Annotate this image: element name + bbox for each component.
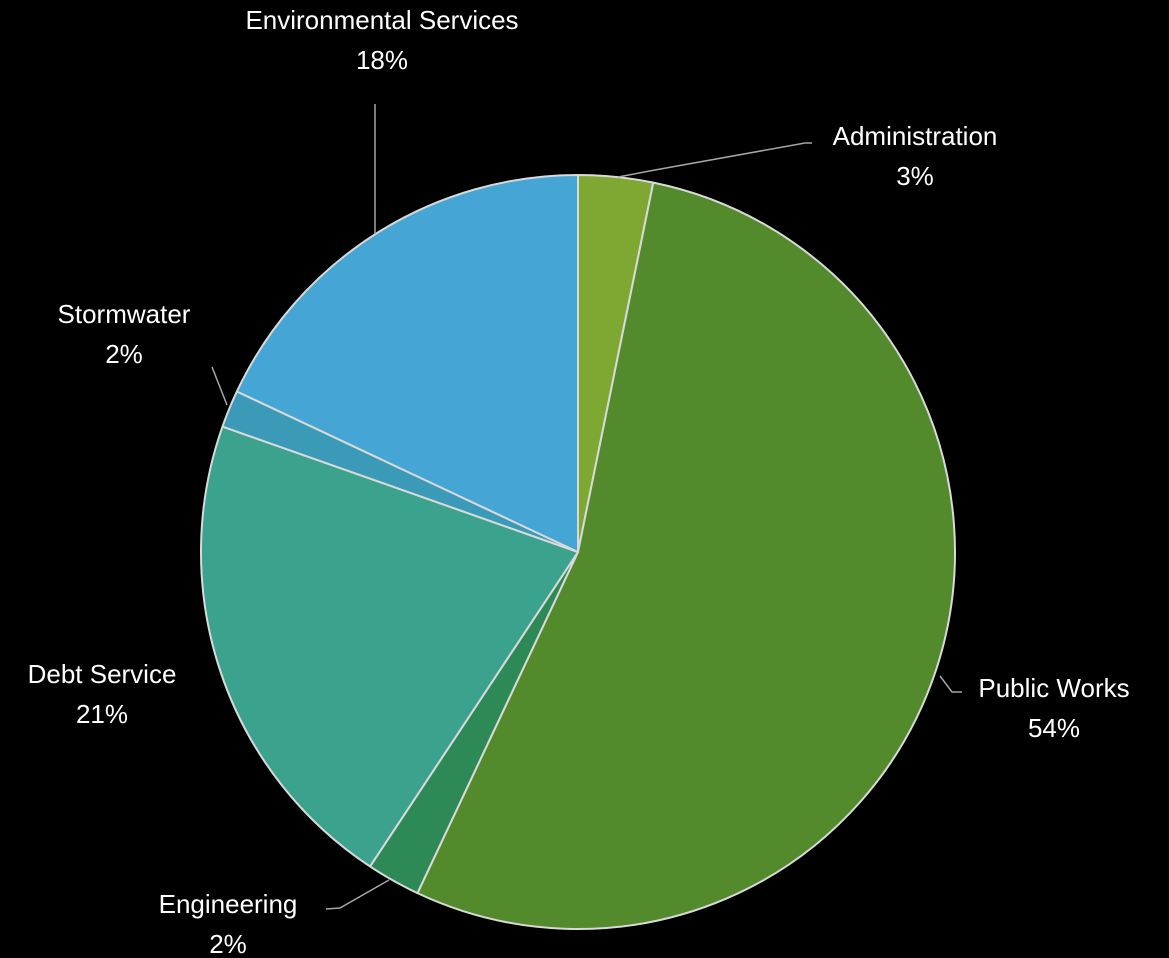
leader-lines <box>211 104 962 910</box>
slice-label-percent-administration: 3% <box>896 161 934 191</box>
slice-label-percent-public-works: 54% <box>1028 713 1080 743</box>
leader-line-engineering <box>325 879 390 910</box>
leader-line-public-works <box>939 675 962 693</box>
slice-label-name-engineering: Engineering <box>159 889 298 919</box>
slice-label-name-stormwater: Stormwater <box>58 299 191 329</box>
pie-slices <box>199 174 956 930</box>
pie-slice-debt-service <box>199 425 579 868</box>
pie-slice-environmental-services <box>235 174 579 553</box>
leader-line-administration <box>617 142 812 178</box>
slice-label-name-public-works: Public Works <box>978 673 1129 703</box>
slice-label-percent-environmental-services: 18% <box>356 45 408 75</box>
slice-label-name-environmental-services: Environmental Services <box>245 5 518 35</box>
slice-label-name-administration: Administration <box>833 121 998 151</box>
pie-slice-public-works <box>416 181 956 930</box>
slice-label-percent-engineering: 2% <box>209 929 247 958</box>
leader-line-stormwater <box>211 366 228 406</box>
slice-labels: Administration 3% Public Works 54% Engineeri… <box>28 5 1130 958</box>
slice-label-percent-stormwater: 2% <box>105 339 143 369</box>
slice-label-percent-debt-service: 21% <box>76 699 128 729</box>
slice-label-name-debt-service: Debt Service <box>28 659 177 689</box>
